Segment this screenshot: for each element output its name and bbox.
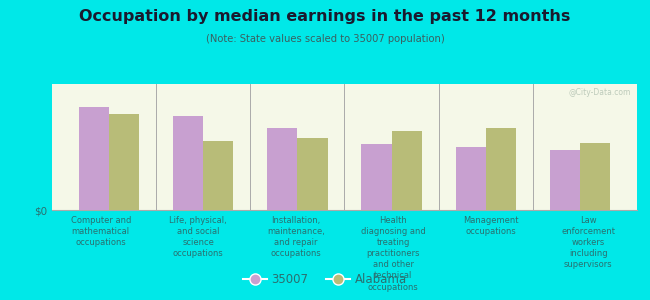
Bar xyxy=(580,143,610,210)
Text: Installation,
maintenance,
and repair
occupations: Installation, maintenance, and repair oc… xyxy=(266,216,325,258)
Text: Computer and
mathematical
occupations: Computer and mathematical occupations xyxy=(71,216,131,247)
Bar xyxy=(486,128,516,210)
Bar xyxy=(297,138,328,210)
Bar xyxy=(79,107,109,210)
Bar xyxy=(456,147,486,210)
Bar xyxy=(361,145,392,210)
Bar xyxy=(267,128,297,210)
Legend: 35007, Alabama: 35007, Alabama xyxy=(239,269,411,291)
Bar xyxy=(173,116,203,210)
Text: Management
occupations: Management occupations xyxy=(463,216,519,236)
Text: (Note: State values scaled to 35007 population): (Note: State values scaled to 35007 popu… xyxy=(205,34,445,44)
Bar xyxy=(203,141,233,210)
Text: Occupation by median earnings in the past 12 months: Occupation by median earnings in the pas… xyxy=(79,9,571,24)
Bar xyxy=(392,130,422,210)
Bar xyxy=(109,114,139,210)
Text: Health
diagnosing and
treating
practitioners
and other
technical
occupations: Health diagnosing and treating practitio… xyxy=(361,216,426,292)
Bar xyxy=(550,149,580,210)
Text: @City-Data.com: @City-Data.com xyxy=(569,88,631,97)
Text: Life, physical,
and social
science
occupations: Life, physical, and social science occup… xyxy=(170,216,227,258)
Text: Law
enforcement
workers
including
supervisors: Law enforcement workers including superv… xyxy=(561,216,616,269)
